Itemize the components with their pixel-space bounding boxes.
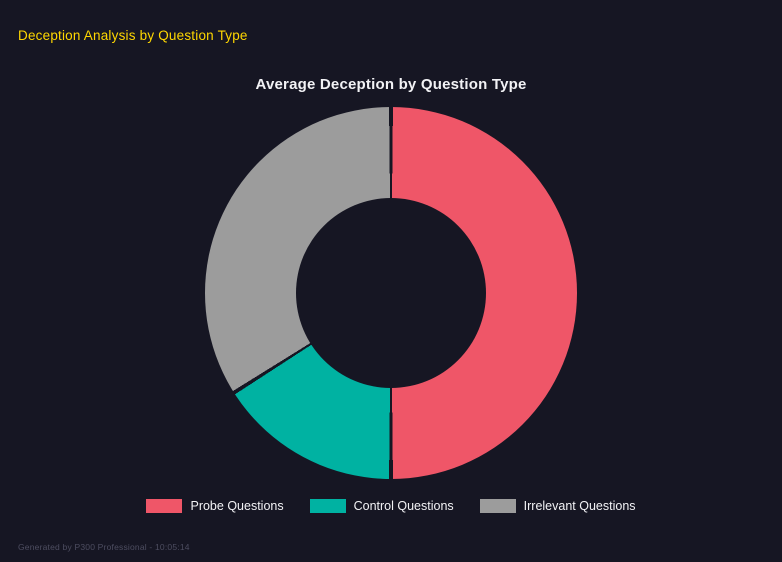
legend-item-irrelevant-questions[interactable]: Irrelevant Questions: [479, 499, 636, 513]
legend-item-probe-questions[interactable]: Probe Questions: [146, 499, 284, 513]
legend-swatch-probe: [146, 499, 183, 513]
chart-title: Average Deception by Question Type: [255, 76, 527, 93]
legend-label-probe: Probe Questions: [190, 499, 284, 513]
legend-label-irrelevant: Irrelevant Questions: [523, 499, 636, 513]
legend-swatch-control: [309, 499, 346, 513]
donut-chart-wrap: [205, 107, 577, 479]
donut-hole: [296, 198, 486, 388]
page-title: Deception Analysis by Question Type: [18, 28, 248, 43]
legend-item-control-questions[interactable]: Control Questions: [309, 499, 454, 513]
legend-swatch-irrelevant: [479, 499, 516, 513]
chart-area: Average Deception by Question Type Probe…: [0, 70, 782, 513]
legend-label-control: Control Questions: [353, 499, 454, 513]
footer-status-text: Generated by P300 Professional - 10:05:1…: [18, 542, 190, 552]
chart-legend: Probe Questions Control Questions Irrele…: [146, 499, 636, 513]
